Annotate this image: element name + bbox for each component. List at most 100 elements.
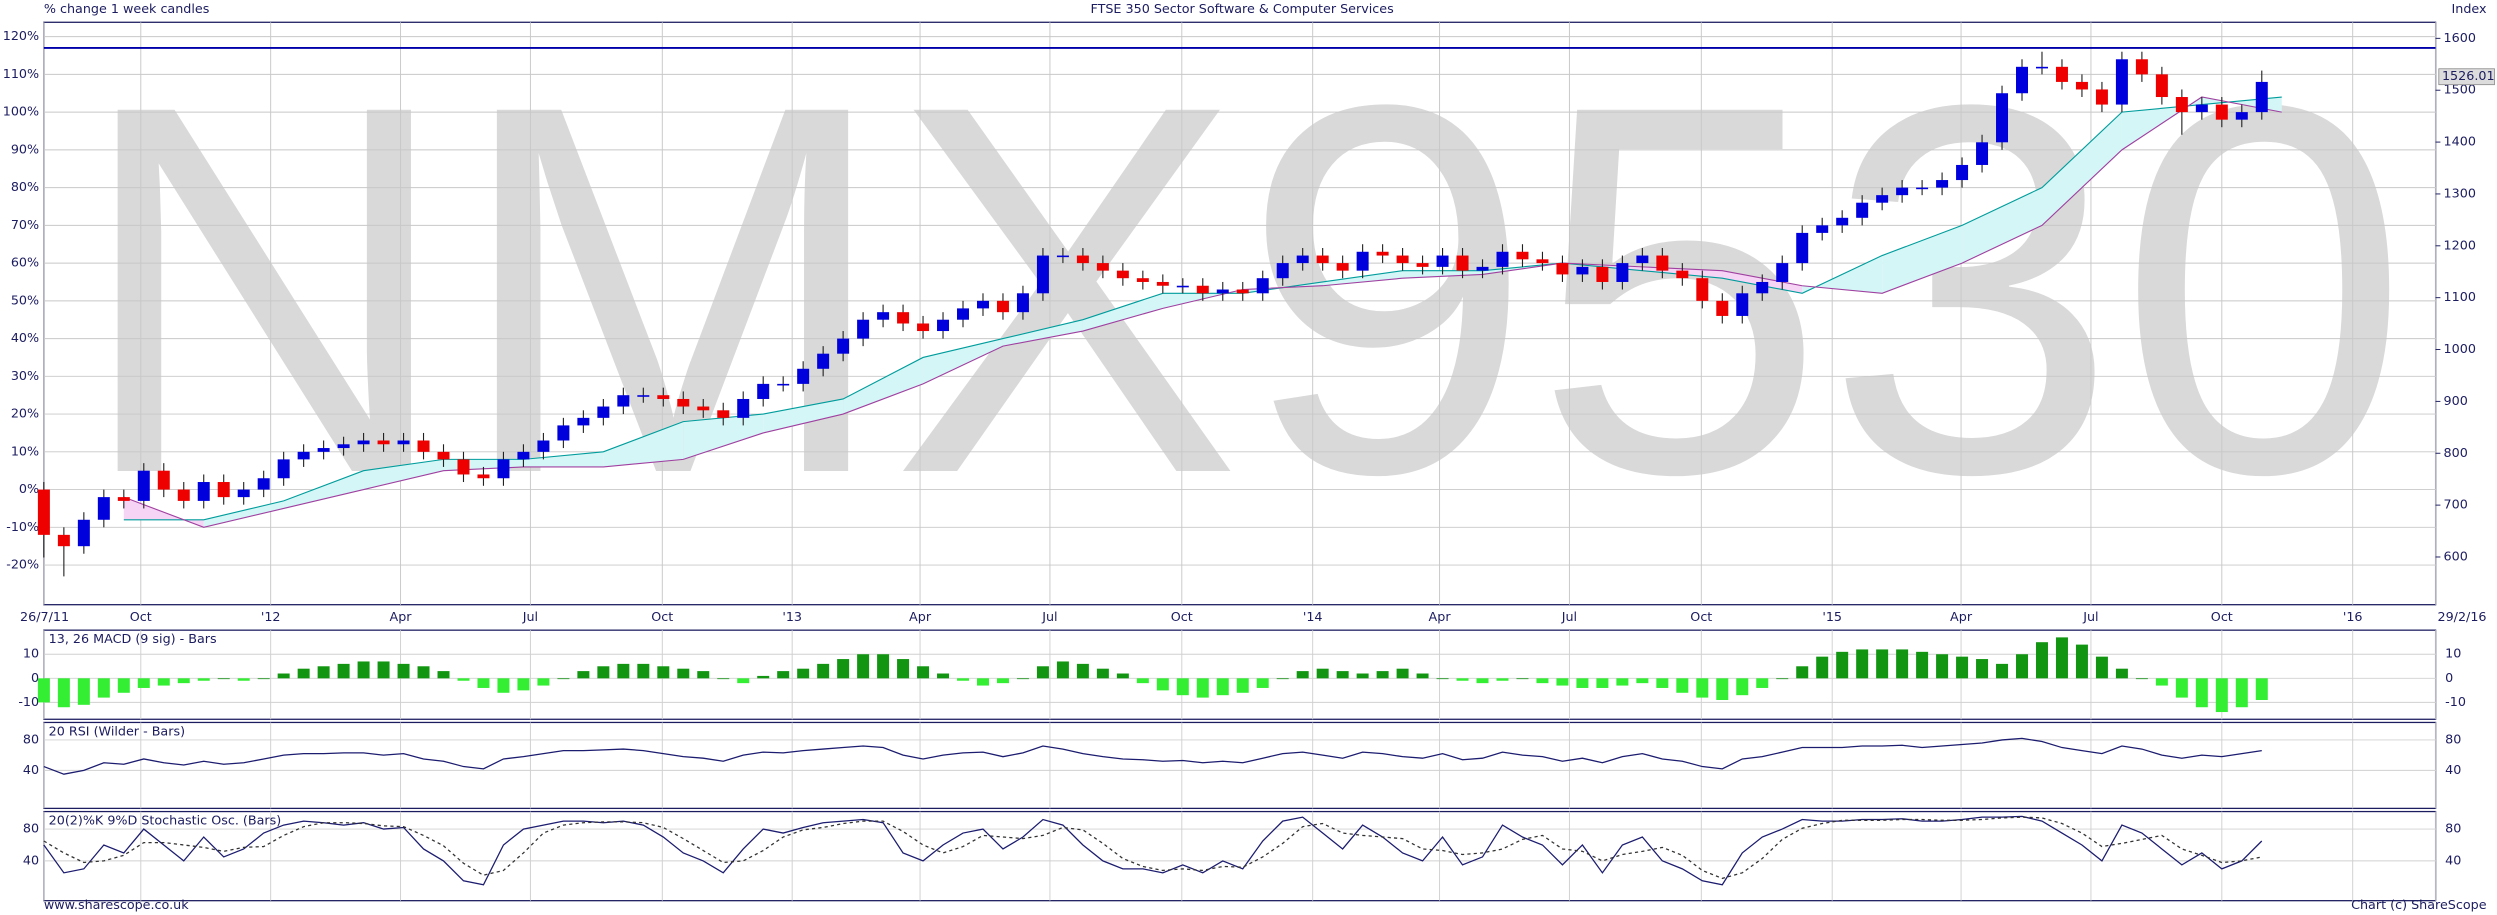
candle-body bbox=[1416, 263, 1429, 267]
macd-bar bbox=[976, 678, 989, 686]
cloud-segment bbox=[1962, 187, 2042, 264]
macd-bar bbox=[877, 654, 890, 679]
macd-bar bbox=[157, 678, 170, 686]
candle-body bbox=[1656, 255, 1669, 271]
candle-body bbox=[1636, 255, 1649, 264]
macd-bar bbox=[537, 678, 550, 686]
macd-bar bbox=[357, 661, 370, 679]
candle-body bbox=[417, 440, 430, 452]
candle-body bbox=[1616, 263, 1629, 282]
y2-tick-label: 10 bbox=[2445, 647, 2461, 662]
macd-bar bbox=[2075, 644, 2088, 679]
macd-bar bbox=[2195, 678, 2208, 708]
macd-bar bbox=[1496, 678, 1509, 681]
candle-body bbox=[197, 482, 210, 501]
candle-body bbox=[1276, 263, 1289, 279]
x-tick-label: '15 bbox=[1822, 610, 1842, 625]
macd-bar bbox=[57, 678, 70, 708]
candle-body bbox=[1116, 270, 1129, 279]
candle-body bbox=[2195, 104, 2208, 113]
footer-right: Chart (c) ShareScope bbox=[2351, 898, 2487, 913]
macd-bar bbox=[1636, 678, 1649, 684]
macd-bar bbox=[117, 678, 130, 693]
macd-bar bbox=[77, 678, 90, 705]
macd-bar bbox=[1176, 678, 1189, 696]
candle-body bbox=[357, 440, 370, 445]
macd-bar bbox=[1976, 659, 1989, 679]
macd-bar bbox=[1516, 678, 1529, 680]
macd-bar bbox=[1656, 678, 1669, 688]
y2-axis-label: Index bbox=[2452, 2, 2487, 17]
candle-body bbox=[1896, 187, 1909, 196]
macd-bar bbox=[1236, 678, 1249, 693]
macd-bar bbox=[717, 678, 730, 680]
macd-bar bbox=[137, 678, 150, 688]
candle-body bbox=[2175, 97, 2188, 113]
candle-body bbox=[157, 470, 170, 490]
indicator-line bbox=[43, 816, 2262, 880]
macd-bar bbox=[857, 654, 870, 679]
y2-tick-label: 900 bbox=[2444, 394, 2468, 409]
macd-bar bbox=[937, 673, 950, 679]
macd-bar bbox=[1456, 678, 1469, 681]
x-tick-label: Jul bbox=[2082, 610, 2098, 625]
macd-bar bbox=[2016, 654, 2028, 679]
x-tick-label: Oct bbox=[1171, 610, 1193, 625]
macd-bar bbox=[37, 678, 50, 703]
candle-body bbox=[1856, 202, 1869, 218]
candle-body bbox=[2255, 81, 2268, 113]
macd-bar bbox=[397, 663, 410, 679]
macd-bar bbox=[1336, 671, 1349, 679]
macd-bar bbox=[517, 678, 530, 691]
candle-body bbox=[797, 368, 810, 384]
x-tick-label: Oct bbox=[1690, 610, 1712, 625]
candle-body bbox=[1016, 293, 1029, 313]
macd-bar bbox=[317, 666, 330, 679]
y-tick-label: 80 bbox=[23, 822, 39, 837]
subtitle: % change 1 week candles bbox=[44, 2, 209, 17]
macd-bar bbox=[2255, 678, 2268, 701]
macd-bar bbox=[2155, 678, 2168, 686]
candle-body bbox=[637, 395, 650, 397]
candle-body bbox=[877, 312, 890, 320]
y2-tick-label: 600 bbox=[2444, 549, 2468, 564]
candle-body bbox=[897, 312, 910, 324]
macd-bar bbox=[1956, 656, 1969, 679]
indicator-line bbox=[43, 815, 2263, 886]
y-tick-label: -20% bbox=[6, 558, 39, 573]
last-value-label: 1526.01 bbox=[2442, 69, 2495, 84]
y2-tick-label: -10 bbox=[2445, 695, 2466, 710]
y2-tick-label: 40 bbox=[2445, 853, 2461, 868]
y-tick-label: 90% bbox=[11, 142, 39, 157]
y2-tick-label: 700 bbox=[2444, 498, 2468, 513]
candle-body bbox=[1816, 225, 1829, 233]
macd-bar bbox=[2215, 678, 2228, 713]
macd-bar bbox=[1256, 678, 1269, 688]
macd-bar bbox=[217, 678, 230, 680]
candle-body bbox=[1676, 270, 1689, 279]
macd-bar bbox=[1276, 678, 1289, 680]
macd-bar bbox=[1936, 654, 1949, 679]
macd-bar bbox=[2135, 678, 2148, 680]
y-tick-label: 100% bbox=[3, 105, 39, 120]
macd-bar bbox=[1996, 663, 2009, 679]
macd-bar bbox=[1076, 663, 1089, 679]
macd-bar bbox=[1776, 678, 1789, 680]
candle-body bbox=[1436, 255, 1449, 267]
candle-body bbox=[697, 406, 710, 411]
macd-bar bbox=[1156, 678, 1169, 691]
y-tick-label: 80 bbox=[23, 732, 39, 747]
candle-body bbox=[1716, 300, 1729, 316]
macd-bar bbox=[1816, 656, 1829, 679]
y-tick-label: -10% bbox=[6, 520, 39, 535]
y2-tick-label: 80 bbox=[2445, 732, 2461, 747]
candle-body bbox=[1236, 289, 1249, 294]
macd-bar bbox=[237, 678, 250, 681]
x-tick-label: 29/2/16 bbox=[2438, 610, 2487, 625]
macd-bar bbox=[837, 659, 850, 679]
candle-body bbox=[257, 478, 270, 490]
candle-body bbox=[2235, 112, 2248, 120]
candle-body bbox=[317, 448, 330, 452]
cloud-segment bbox=[1002, 319, 1083, 347]
cloud-segment bbox=[363, 459, 444, 490]
